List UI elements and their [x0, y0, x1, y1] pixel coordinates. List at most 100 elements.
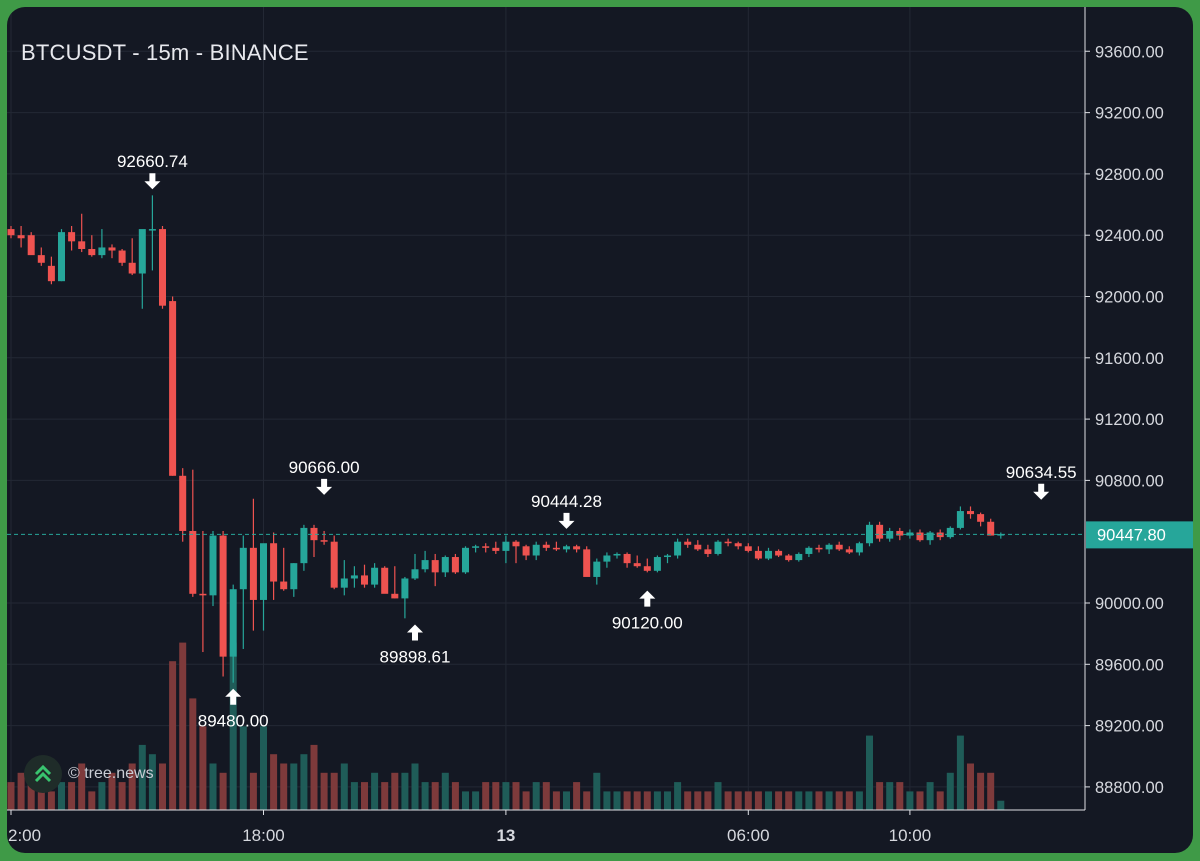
- candle-body[interactable]: [249, 547, 257, 600]
- candle-body[interactable]: [330, 541, 338, 588]
- candle-body[interactable]: [229, 589, 237, 657]
- candle-body[interactable]: [583, 549, 591, 577]
- volume-bar: [886, 782, 894, 810]
- candle-body[interactable]: [502, 541, 510, 551]
- candle-body[interactable]: [300, 527, 308, 564]
- candle-body[interactable]: [219, 535, 227, 657]
- candle-body[interactable]: [765, 550, 772, 559]
- candle-body[interactable]: [462, 547, 469, 573]
- candle-body[interactable]: [47, 265, 55, 282]
- candle-body[interactable]: [744, 546, 752, 551]
- candle-body[interactable]: [653, 557, 661, 571]
- candle-body[interactable]: [977, 514, 985, 522]
- candle-body[interactable]: [391, 593, 399, 599]
- candle-body[interactable]: [118, 250, 126, 263]
- candle-body[interactable]: [835, 544, 843, 550]
- candle-body[interactable]: [734, 543, 742, 547]
- candle-body[interactable]: [946, 527, 954, 538]
- candle-body[interactable]: [159, 229, 166, 306]
- candle-body[interactable]: [512, 541, 520, 547]
- candle-body[interactable]: [633, 563, 641, 567]
- candle-body[interactable]: [775, 550, 783, 556]
- candle-body[interactable]: [260, 543, 267, 600]
- candle-body[interactable]: [724, 541, 732, 544]
- candle-body[interactable]: [169, 301, 177, 476]
- candle-body[interactable]: [603, 555, 611, 562]
- volume-bar: [118, 782, 126, 810]
- candle-body[interactable]: [431, 560, 439, 573]
- volume-bar: [977, 772, 985, 810]
- candle-body[interactable]: [542, 544, 550, 548]
- candle-body[interactable]: [785, 555, 793, 561]
- candle-body[interactable]: [350, 575, 358, 579]
- candle-body[interactable]: [754, 550, 762, 559]
- candle-body[interactable]: [290, 563, 298, 590]
- candle-body[interactable]: [997, 534, 1005, 536]
- candle-body[interactable]: [421, 560, 429, 570]
- candle-body[interactable]: [967, 511, 974, 515]
- candlestick-chart[interactable]: 92660.74 90666.00 90444.28 90634.55 89480.00…: [7, 7, 1193, 853]
- candle-body[interactable]: [128, 262, 136, 274]
- candle-body[interactable]: [593, 561, 601, 577]
- candle-body[interactable]: [472, 546, 480, 548]
- candle-body[interactable]: [451, 557, 459, 573]
- candle-body[interactable]: [926, 532, 934, 541]
- candle-body[interactable]: [623, 553, 631, 564]
- candle-body[interactable]: [88, 248, 96, 256]
- candle-body[interactable]: [179, 475, 187, 531]
- candle-body[interactable]: [815, 547, 823, 550]
- candle-body[interactable]: [795, 553, 803, 561]
- candle-body[interactable]: [573, 546, 581, 550]
- candle-body[interactable]: [7, 229, 15, 236]
- candle-body[interactable]: [956, 511, 964, 528]
- candle-body[interactable]: [209, 535, 217, 596]
- candle-body[interactable]: [381, 567, 389, 594]
- candle-body[interactable]: [674, 541, 682, 556]
- candle-body[interactable]: [532, 544, 540, 556]
- candle-body[interactable]: [411, 569, 419, 579]
- candle-body[interactable]: [320, 540, 328, 542]
- candle-body[interactable]: [108, 247, 116, 251]
- candle-body[interactable]: [643, 566, 651, 571]
- candle-body[interactable]: [27, 235, 35, 256]
- candle-body[interactable]: [17, 235, 25, 239]
- candle-body[interactable]: [845, 549, 853, 553]
- candle-body[interactable]: [987, 521, 995, 536]
- candle-body[interactable]: [563, 546, 570, 550]
- candle-body[interactable]: [855, 543, 863, 553]
- candle-body[interactable]: [664, 555, 671, 558]
- candle-body[interactable]: [613, 553, 621, 556]
- candle-body[interactable]: [714, 541, 722, 554]
- candle-body[interactable]: [441, 557, 449, 573]
- candle-body[interactable]: [482, 546, 490, 548]
- candle-body[interactable]: [552, 547, 560, 550]
- candle-body[interactable]: [825, 544, 833, 550]
- candle-body[interactable]: [916, 532, 924, 541]
- candle-body[interactable]: [37, 255, 45, 263]
- candle-body[interactable]: [371, 567, 379, 585]
- candle-body[interactable]: [805, 547, 813, 554]
- candle-body[interactable]: [239, 547, 247, 590]
- candle-body[interactable]: [78, 241, 86, 249]
- candle-body[interactable]: [522, 546, 530, 556]
- candle-body[interactable]: [68, 232, 76, 242]
- candle-body[interactable]: [148, 229, 156, 231]
- candle-body[interactable]: [492, 547, 500, 551]
- candle-body[interactable]: [199, 593, 207, 596]
- candle-body[interactable]: [98, 247, 106, 256]
- candle-body[interactable]: [694, 544, 702, 550]
- candle-body[interactable]: [58, 232, 65, 282]
- candle-body[interactable]: [280, 581, 288, 590]
- candle-body[interactable]: [896, 530, 904, 536]
- candle-body[interactable]: [270, 543, 278, 582]
- candle-body[interactable]: [684, 541, 692, 545]
- candle-body[interactable]: [401, 578, 409, 599]
- candle-body[interactable]: [906, 532, 914, 536]
- candle-body[interactable]: [310, 527, 318, 541]
- candle-body[interactable]: [704, 549, 712, 554]
- candle-body[interactable]: [876, 524, 884, 539]
- candle-body[interactable]: [361, 575, 368, 585]
- candle-body[interactable]: [189, 530, 197, 594]
- candle-body[interactable]: [138, 229, 146, 274]
- candle-body[interactable]: [340, 578, 348, 588]
